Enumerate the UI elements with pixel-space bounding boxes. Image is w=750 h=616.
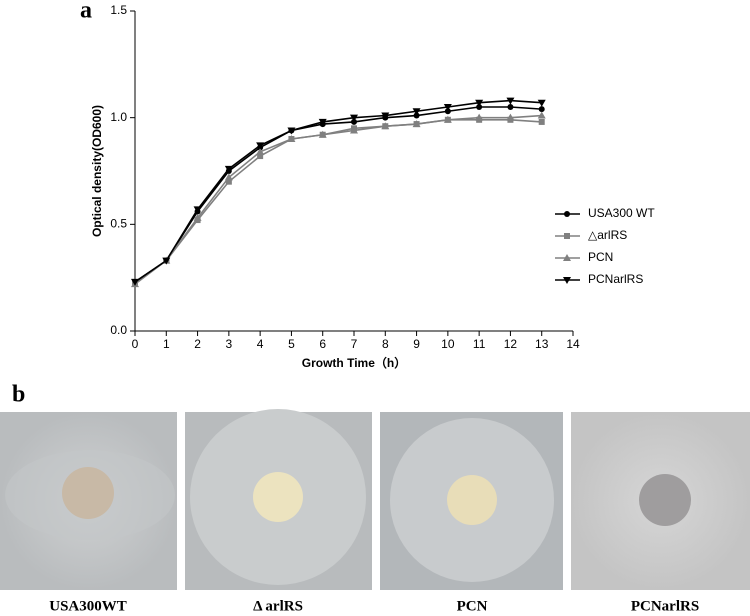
marker bbox=[443, 104, 452, 111]
marker bbox=[350, 126, 358, 134]
marker bbox=[412, 120, 421, 128]
marker bbox=[225, 178, 232, 185]
y-tick-label: 1.0 bbox=[110, 110, 127, 124]
marker bbox=[538, 106, 545, 113]
marker bbox=[537, 111, 546, 119]
marker bbox=[475, 99, 484, 107]
photo bbox=[0, 412, 177, 590]
x-tick-label: 0 bbox=[132, 337, 139, 351]
legend-label: △arlRS bbox=[588, 228, 627, 242]
marker bbox=[538, 118, 545, 125]
series-line bbox=[134, 114, 542, 285]
marker bbox=[351, 118, 357, 125]
x-tick-label: 10 bbox=[441, 337, 455, 351]
marker bbox=[476, 104, 483, 110]
x-tick-label: 13 bbox=[535, 337, 549, 351]
marker bbox=[381, 112, 390, 120]
legend-label: PCNarlRS bbox=[588, 272, 643, 286]
marker bbox=[193, 206, 202, 214]
x-tick-label: 4 bbox=[257, 337, 264, 351]
x-tick-label: 2 bbox=[194, 337, 201, 351]
legend-label: USA300 WT bbox=[588, 206, 655, 220]
marker bbox=[257, 153, 264, 160]
marker bbox=[444, 108, 451, 115]
marker bbox=[506, 113, 515, 121]
marker bbox=[256, 147, 265, 155]
x-tick-label: 12 bbox=[504, 337, 518, 351]
marker bbox=[131, 278, 139, 286]
x-tick-label: 7 bbox=[351, 337, 358, 351]
photo bbox=[571, 412, 750, 590]
x-tick-label: 11 bbox=[473, 337, 486, 351]
legend-marker bbox=[563, 277, 571, 284]
marker bbox=[537, 99, 546, 107]
marker bbox=[256, 142, 265, 150]
series-line bbox=[134, 99, 542, 283]
photo bbox=[185, 409, 372, 590]
y-tick-label: 1.5 bbox=[110, 3, 127, 17]
legend-marker bbox=[563, 254, 571, 261]
marker bbox=[224, 173, 233, 181]
series-line bbox=[134, 119, 542, 283]
marker bbox=[507, 104, 514, 110]
x-tick-label: 6 bbox=[319, 337, 326, 351]
y-tick-label: 0.0 bbox=[110, 323, 127, 337]
marker bbox=[287, 127, 296, 135]
marker bbox=[443, 115, 452, 123]
y-axis-title: Optical density(OD600) bbox=[90, 105, 104, 237]
x-tick-label: 1 bbox=[163, 337, 170, 351]
marker bbox=[350, 114, 358, 122]
marker bbox=[413, 112, 420, 119]
legend-label: PCN bbox=[588, 250, 613, 264]
x-tick-label: 9 bbox=[413, 337, 420, 351]
marker bbox=[318, 118, 327, 126]
x-tick-label: 14 bbox=[566, 337, 580, 351]
x-tick-label: 3 bbox=[226, 337, 233, 351]
photo-caption: PCN bbox=[457, 598, 488, 614]
marker bbox=[381, 122, 390, 130]
legend-marker bbox=[564, 211, 570, 217]
photo-caption: PCNarlRS bbox=[631, 598, 699, 614]
marker bbox=[475, 113, 484, 121]
y-tick-label: 0.5 bbox=[110, 217, 127, 231]
marker bbox=[506, 97, 515, 105]
marker bbox=[193, 213, 202, 221]
series-line bbox=[134, 106, 542, 283]
photo-caption: USA300WT bbox=[49, 598, 127, 614]
panel-label: b bbox=[12, 382, 25, 408]
photo bbox=[380, 412, 563, 590]
marker bbox=[287, 135, 296, 142]
marker bbox=[318, 130, 327, 138]
x-axis-title: Growth Time（h） bbox=[302, 355, 406, 370]
x-tick-label: 5 bbox=[288, 337, 295, 351]
x-tick-label: 8 bbox=[382, 337, 389, 351]
marker bbox=[412, 108, 421, 116]
photo-caption: Δ arlRS bbox=[253, 598, 303, 614]
marker bbox=[162, 257, 171, 265]
legend-marker bbox=[564, 233, 570, 239]
marker bbox=[224, 165, 233, 173]
panel-label: a bbox=[80, 0, 92, 24]
